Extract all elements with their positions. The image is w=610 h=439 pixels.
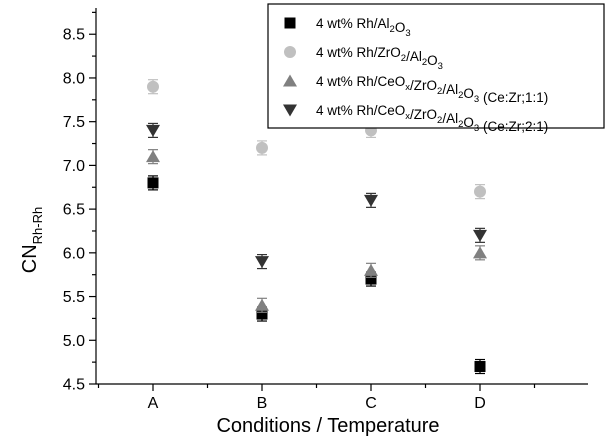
y-tick-label: 5.5 bbox=[63, 289, 85, 306]
legend-label-part: 3 bbox=[474, 94, 479, 105]
y-tick-label: 8.0 bbox=[63, 70, 85, 87]
y-tick-label: 6.5 bbox=[63, 202, 85, 219]
legend-label-part: 2 bbox=[422, 57, 427, 68]
legend-label-part: /Al bbox=[442, 82, 458, 97]
data-point bbox=[474, 185, 486, 198]
data-point bbox=[474, 361, 486, 373]
legend-label-part: /ZrO bbox=[410, 78, 437, 93]
data-point bbox=[147, 80, 159, 93]
legend-label-part: 3 bbox=[474, 123, 479, 134]
y-axis-title: CNRh-Rh bbox=[19, 207, 45, 273]
legend-marker bbox=[284, 17, 296, 29]
y-tick-label: 7.0 bbox=[63, 158, 85, 175]
series-2 bbox=[147, 79, 486, 200]
legend-label-part: (Ce:Zr;1:1) bbox=[479, 90, 548, 105]
data-point bbox=[147, 177, 159, 189]
data-point bbox=[473, 246, 487, 259]
x-axis-title: Conditions / Temperature bbox=[216, 415, 439, 437]
legend-label-part: O bbox=[463, 115, 474, 130]
legend-marker bbox=[283, 104, 297, 117]
y-tick-label: 8.5 bbox=[63, 27, 85, 44]
series-1 bbox=[147, 175, 486, 375]
y-tick-label: 6.0 bbox=[63, 245, 85, 262]
x-tick-label: B bbox=[257, 395, 268, 412]
legend-label-part: 2 bbox=[390, 24, 395, 35]
plot-area: 4.5 5.0 5.5 6.0 6.5 7.0 7.5 8.0 8.5 A B C D bbox=[63, 8, 588, 412]
legend-label-part: 2 bbox=[437, 115, 442, 126]
legend-label-part: O bbox=[427, 53, 438, 68]
legend-label-part: 4 wt% Rh/Al bbox=[316, 16, 390, 31]
y-axis-title-main: CN bbox=[19, 244, 41, 273]
legend-label-part: 3 bbox=[405, 28, 410, 39]
data-point bbox=[146, 150, 160, 163]
legend-label-part: /Al bbox=[406, 49, 422, 64]
legend-label-part: (Ce:Zr;2:1) bbox=[479, 119, 548, 134]
legend-label-part: /ZrO bbox=[410, 107, 437, 122]
legend-label-part: 2 bbox=[437, 86, 442, 97]
data-point bbox=[255, 298, 269, 311]
x-tick-label: D bbox=[474, 395, 486, 412]
legend-marker bbox=[283, 74, 297, 87]
data-point bbox=[256, 141, 268, 154]
legend-label-part: 3 bbox=[438, 61, 443, 72]
legend-label: 4 wt% Rh/Al2O3 bbox=[316, 16, 411, 39]
legend-label-part: O bbox=[463, 86, 474, 101]
legend-label-part: O bbox=[395, 20, 406, 35]
legend-label-part: 4 wt% Rh/CeO bbox=[316, 74, 405, 89]
data-point bbox=[255, 256, 269, 269]
legend-box bbox=[267, 3, 605, 129]
legend-label: 4 wt% Rh/ZrO2/Al2O3 bbox=[316, 45, 443, 72]
y-tick-label: 4.5 bbox=[63, 377, 85, 394]
legend-label: 4 wt% Rh/CeOx/ZrO2/Al2O3 (Ce:Zr;2:1) bbox=[316, 103, 548, 134]
data-point bbox=[473, 229, 487, 242]
legend-marker bbox=[284, 46, 296, 58]
x-tick-label: C bbox=[365, 395, 377, 412]
legend-label-part: 4 wt% Rh/ZrO bbox=[316, 45, 401, 60]
data-point bbox=[365, 273, 377, 285]
legend-label-part: 2 bbox=[401, 53, 406, 64]
legend-label-part: x bbox=[405, 111, 410, 122]
y-tick-label: 7.5 bbox=[63, 114, 85, 131]
y-axis-title-sub: Rh-Rh bbox=[30, 207, 45, 245]
legend-label: 4 wt% Rh/CeOx/ZrO2/Al2O3 (Ce:Zr;1:1) bbox=[316, 74, 548, 105]
data-point bbox=[364, 194, 378, 207]
legend-label-part: 2 bbox=[458, 90, 463, 101]
legend-label-part: x bbox=[405, 82, 410, 93]
y-tick-label: 5.0 bbox=[63, 333, 85, 350]
series-3 bbox=[146, 149, 487, 313]
legend-label-part: /Al bbox=[442, 111, 458, 126]
x-tick-label: A bbox=[148, 395, 159, 412]
data-point bbox=[146, 124, 160, 137]
legend-label-part: 4 wt% Rh/CeO bbox=[316, 103, 405, 118]
series-4 bbox=[146, 122, 487, 270]
data-point bbox=[364, 263, 378, 276]
legend-label-part: 2 bbox=[458, 119, 463, 130]
data-point bbox=[256, 308, 268, 320]
